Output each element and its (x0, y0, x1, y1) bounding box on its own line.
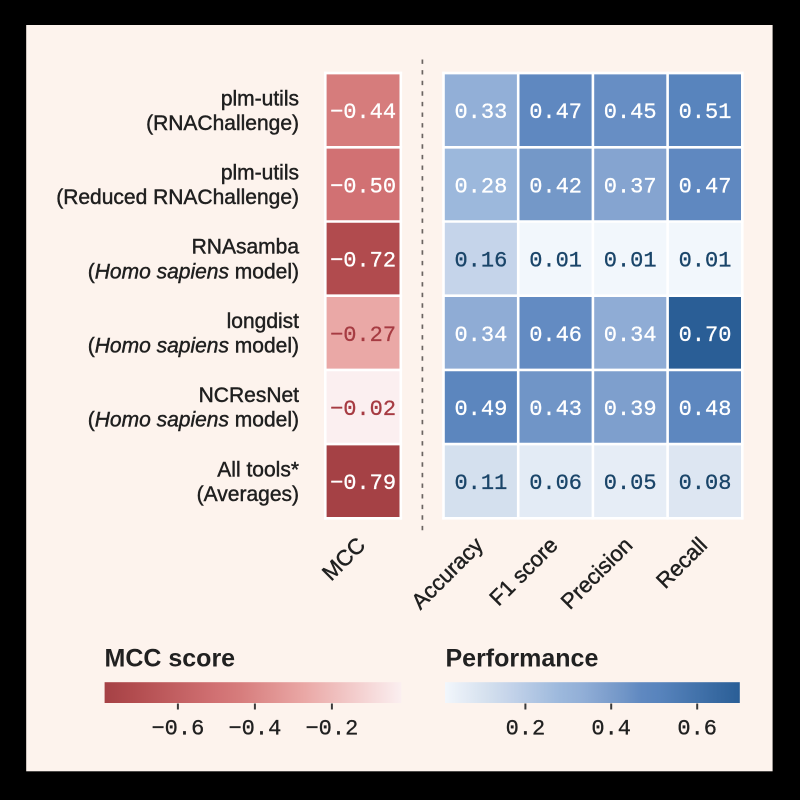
svg-text:0.43: 0.43 (529, 397, 582, 422)
svg-text:−0.72: −0.72 (330, 249, 396, 274)
svg-text:−0.6: −0.6 (151, 716, 204, 741)
svg-text:0.34: 0.34 (604, 323, 657, 348)
svg-text:Performance: Performance (446, 644, 599, 672)
svg-text:0.01: 0.01 (529, 249, 582, 274)
svg-text:−0.4: −0.4 (228, 716, 281, 741)
svg-text:(Homo sapiens model): (Homo sapiens model) (88, 409, 299, 432)
svg-text:−0.02: −0.02 (330, 397, 396, 422)
svg-text:(Homo sapiens model): (Homo sapiens model) (88, 260, 299, 283)
svg-text:0.05: 0.05 (604, 471, 657, 496)
svg-text:0.01: 0.01 (604, 249, 657, 274)
svg-text:0.48: 0.48 (679, 397, 732, 422)
svg-text:0.06: 0.06 (529, 471, 582, 496)
svg-text:−0.50: −0.50 (330, 174, 396, 199)
svg-text:(Averages): (Averages) (197, 483, 299, 506)
svg-text:MCC score: MCC score (105, 644, 236, 672)
svg-text:0.33: 0.33 (454, 100, 507, 125)
svg-text:0.42: 0.42 (529, 174, 582, 199)
svg-text:0.45: 0.45 (604, 100, 657, 125)
svg-text:plm-utils: plm-utils (221, 162, 299, 185)
svg-text:0.08: 0.08 (679, 471, 732, 496)
svg-text:−0.27: −0.27 (330, 323, 396, 348)
svg-text:0.46: 0.46 (529, 323, 582, 348)
svg-text:(Homo sapiens model): (Homo sapiens model) (88, 335, 299, 358)
svg-text:(Reduced RNAChallenge): (Reduced RNAChallenge) (56, 186, 299, 209)
svg-text:0.2: 0.2 (506, 716, 546, 741)
svg-text:0.01: 0.01 (679, 249, 732, 274)
svg-text:0.47: 0.47 (679, 174, 732, 199)
svg-text:NCResNet: NCResNet (199, 384, 300, 407)
svg-text:−0.44: −0.44 (330, 100, 396, 125)
svg-text:plm-utils: plm-utils (221, 87, 299, 110)
svg-text:0.49: 0.49 (454, 397, 507, 422)
svg-text:RNAsamba: RNAsamba (192, 236, 300, 259)
svg-text:0.4: 0.4 (591, 716, 631, 741)
svg-text:longdist: longdist (227, 310, 300, 333)
svg-text:All tools*: All tools* (217, 458, 299, 481)
svg-text:−0.2: −0.2 (305, 716, 358, 741)
svg-text:(RNAChallenge): (RNAChallenge) (146, 112, 299, 135)
svg-text:0.70: 0.70 (679, 323, 732, 348)
svg-text:0.37: 0.37 (604, 174, 657, 199)
svg-text:0.28: 0.28 (454, 174, 507, 199)
svg-text:0.16: 0.16 (454, 249, 507, 274)
svg-text:0.47: 0.47 (529, 100, 582, 125)
svg-text:0.11: 0.11 (454, 471, 507, 496)
svg-text:0.51: 0.51 (679, 100, 732, 125)
svg-text:−0.79: −0.79 (330, 471, 396, 496)
svg-text:0.34: 0.34 (454, 323, 507, 348)
svg-text:0.6: 0.6 (677, 716, 717, 741)
svg-text:0.39: 0.39 (604, 397, 657, 422)
